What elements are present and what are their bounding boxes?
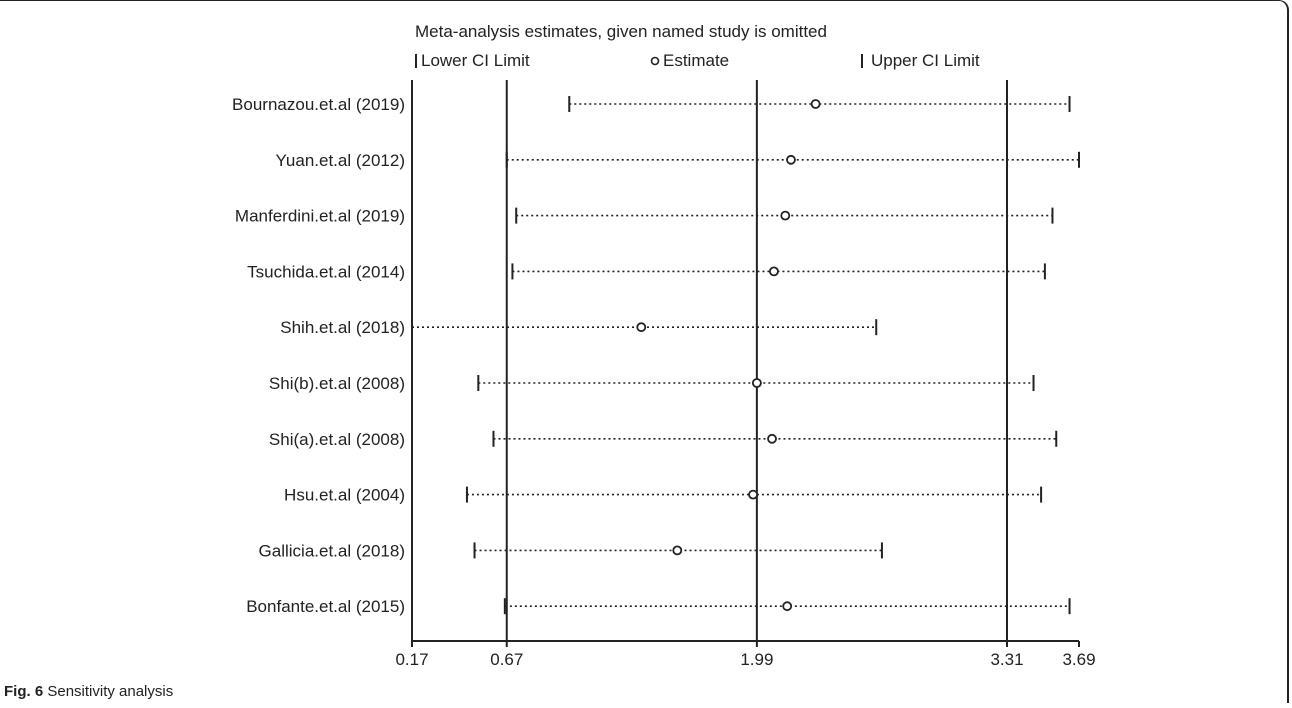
study-row: Gallicia.et.al (2018)	[259, 541, 883, 560]
legend: Lower CI Limit Estimate Upper CI Limit	[415, 51, 980, 70]
study-label: Shi(a).et.al (2008)	[269, 430, 405, 449]
estimate-marker	[672, 545, 683, 556]
study-label: Shi(b).et.al (2008)	[269, 374, 405, 393]
estimate-marker	[748, 489, 758, 500]
study-label: Shih.et.al (2018)	[280, 318, 405, 337]
study-row: Hsu.et.al (2004)	[284, 486, 1043, 505]
study-row: Shih.et.al (2018)	[280, 318, 878, 337]
study-row: Tsuchida.et.al (2014)	[247, 262, 1046, 281]
study-rows: Bournazou.et.al (2019) Yuan.et.al (2012) M…	[232, 95, 1080, 616]
study-label: Gallicia.et.al (2018)	[259, 541, 405, 560]
x-ticks: 0.17 0.67 1.99 3.31 3.69	[395, 641, 1096, 669]
study-label: Manferdini.et.al (2019)	[235, 207, 405, 226]
study-label: Bonfante.et.al (2015)	[246, 597, 405, 616]
study-row: Shi(a).et.al (2008)	[269, 430, 1058, 449]
study-label: Yuan.et.al (2012)	[276, 151, 405, 170]
study-row: Bournazou.et.al (2019)	[232, 95, 1071, 114]
study-label: Bournazou.et.al (2019)	[232, 95, 405, 114]
estimate-marker	[810, 99, 821, 109]
estimate-marker	[767, 433, 777, 444]
estimate-marker	[786, 154, 796, 165]
estimate-marker	[769, 266, 779, 277]
study-label: Tsuchida.et.al (2014)	[247, 262, 405, 281]
estimate-marker	[782, 601, 793, 612]
caption-label: Fig. 6	[4, 683, 44, 700]
chart-title: Meta-analysis estimates, given named stu…	[415, 22, 827, 41]
legend-estimate-marker	[650, 56, 660, 66]
estimate-marker	[780, 210, 791, 221]
x-tick-label: 0.17	[395, 650, 428, 669]
caption-text: Sensitivity analysis	[47, 683, 174, 700]
estimate-marker	[636, 322, 647, 333]
study-row: Bonfante.et.al (2015)	[246, 597, 1071, 616]
x-tick-label: 0.67	[490, 650, 523, 669]
study-row: Shi(b).et.al (2008)	[269, 374, 1035, 393]
legend-lower-label: Lower CI Limit	[421, 51, 530, 70]
study-row: Manferdini.et.al (2019)	[235, 207, 1054, 226]
reference-lines	[505, 80, 1008, 641]
legend-upper-label: Upper CI Limit	[871, 51, 980, 70]
figure-caption: Fig. 6 Sensitivity analysis	[4, 683, 173, 700]
x-tick-label: 3.69	[1062, 650, 1095, 669]
estimate-marker	[751, 378, 762, 388]
x-tick-label: 3.31	[990, 650, 1023, 669]
study-label: Hsu.et.al (2004)	[284, 486, 405, 505]
legend-estimate-label: Estimate	[663, 51, 729, 70]
study-row: Yuan.et.al (2012)	[276, 151, 1080, 170]
x-tick-label: 1.99	[740, 650, 773, 669]
